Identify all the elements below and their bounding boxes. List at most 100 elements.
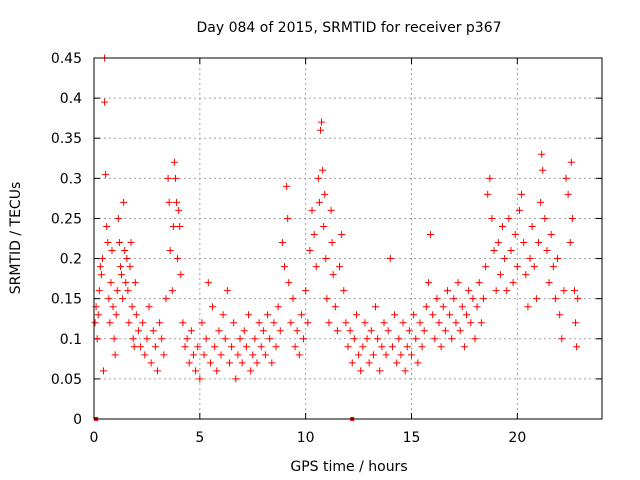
data-point (528, 222, 536, 230)
data-point (276, 327, 284, 335)
data-point (424, 279, 432, 287)
data-point (437, 343, 445, 351)
data-point (378, 343, 386, 351)
data-point (143, 335, 151, 343)
data-point (460, 343, 468, 351)
data-point (111, 351, 119, 359)
data-point (141, 351, 149, 359)
data-point (467, 319, 475, 327)
y-tick-label: 0.3 (60, 171, 82, 187)
data-point (556, 311, 564, 319)
x-tick-labels: 0 5 10 15 20 (90, 430, 527, 446)
data-point (107, 279, 115, 287)
data-point (114, 214, 122, 222)
data-point (477, 319, 485, 327)
data-point (154, 367, 161, 375)
data-point (566, 239, 574, 247)
data-point (112, 311, 120, 319)
data-point (236, 335, 244, 343)
data-point (238, 359, 246, 367)
data-point (388, 343, 396, 351)
data-point (359, 343, 367, 351)
y-tick-label: 0.45 (51, 51, 82, 67)
data-point (340, 287, 348, 295)
data-point (166, 247, 174, 255)
data-point (181, 343, 189, 351)
data-point (160, 351, 168, 359)
data-point (454, 279, 462, 287)
data-point (316, 126, 324, 134)
data-point (435, 319, 443, 327)
data-point (247, 367, 255, 375)
data-point (179, 319, 187, 327)
data-point (456, 327, 464, 335)
data-point (285, 279, 293, 287)
data-point (228, 343, 236, 351)
data-point (204, 279, 212, 287)
data-point (149, 327, 157, 335)
data-point (357, 367, 365, 375)
data-point (253, 359, 261, 367)
data-point (452, 319, 460, 327)
data-point (479, 295, 487, 303)
data-point (293, 327, 301, 335)
data-point (211, 343, 219, 351)
data-point (116, 263, 124, 271)
data-point (176, 222, 184, 230)
data-point (410, 311, 418, 319)
data-point (95, 287, 103, 295)
data-point (209, 303, 217, 311)
data-point (372, 303, 380, 311)
data-point (558, 335, 566, 343)
data-point (547, 230, 555, 238)
data-point (574, 295, 582, 303)
data-point (297, 311, 305, 319)
data-point (554, 255, 562, 263)
data-point (174, 255, 182, 263)
data-point (281, 263, 288, 271)
data-point (397, 351, 405, 359)
data-point (93, 335, 101, 343)
data-point (171, 174, 179, 182)
plot-border (93, 57, 603, 420)
data-point (408, 351, 415, 359)
data-point (355, 351, 363, 359)
data-point (568, 214, 576, 222)
data-point (416, 319, 424, 327)
data-point (365, 359, 373, 367)
data-point (124, 287, 132, 295)
data-point (367, 327, 375, 335)
data-point (560, 287, 568, 295)
data-point (314, 174, 322, 182)
data-point (505, 214, 513, 222)
data-point (240, 327, 248, 335)
data-point (420, 327, 428, 335)
data-point (513, 263, 521, 271)
data-point (125, 319, 133, 327)
data-point (134, 327, 142, 335)
data-point (348, 359, 356, 367)
data-point (278, 239, 286, 247)
data-point (295, 351, 303, 359)
y-tick-labels: 0 0.05 0.1 0.15 0.2 0.25 0.3 0.35 0.4 0.45 (51, 51, 82, 428)
data-point (320, 222, 328, 230)
data-point (376, 367, 384, 375)
data-point (520, 239, 528, 247)
data-point (530, 263, 538, 271)
y-tick-label: 0.35 (51, 131, 82, 147)
data-point (448, 335, 456, 343)
data-point (198, 319, 206, 327)
data-point (98, 255, 106, 263)
data-point (539, 166, 547, 174)
data-point (169, 222, 177, 230)
data-point (104, 239, 112, 247)
data-point (223, 287, 231, 295)
data-point (463, 311, 471, 319)
data-point (535, 239, 542, 247)
data-point (399, 319, 407, 327)
data-point (507, 247, 515, 255)
data-point (509, 279, 517, 287)
data-point (492, 287, 500, 295)
data-point (551, 295, 559, 303)
